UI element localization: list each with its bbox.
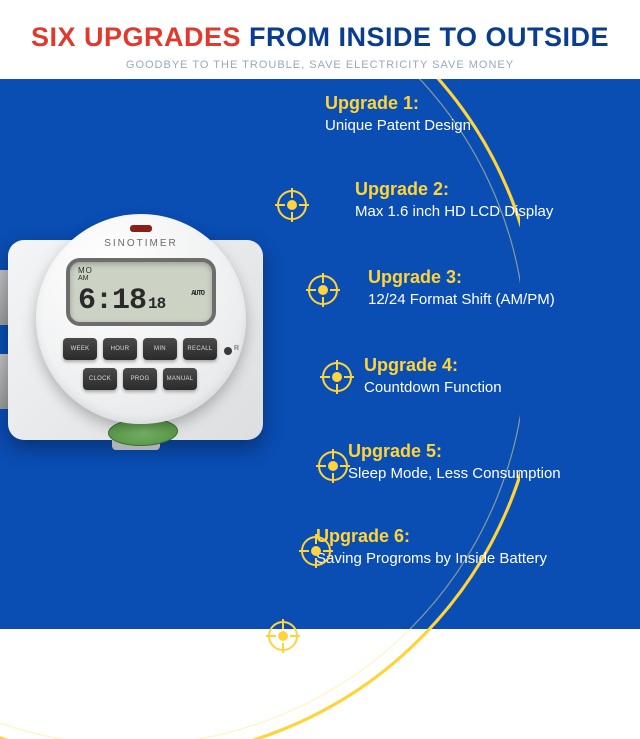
week-button[interactable]: WEEK [63, 338, 97, 360]
manual-button[interactable]: MANUAL [163, 368, 197, 390]
upgrade-desc: Unique Patent Design [325, 117, 630, 134]
main-panel: SINOTIMER MO AM 6:18 18 AUTO WEEK HOUR M… [0, 79, 640, 629]
upgrade-label: Upgrade 3: [368, 267, 630, 288]
min-button[interactable]: MIN [143, 338, 177, 360]
upgrade-label: Upgrade 6: [316, 526, 630, 547]
clock-button[interactable]: CLOCK [83, 368, 117, 390]
upgrade-label: Upgrade 5: [348, 441, 630, 462]
crosshair-icon [275, 188, 309, 222]
brand-label: SINOTIMER [36, 238, 246, 249]
upgrade-item-3: Upgrade 3: 12/24 Format Shift (AM/PM) [368, 267, 630, 308]
upgrade-desc: Saving Progroms by Inside Battery [316, 550, 630, 567]
crosshair-icon [266, 619, 300, 653]
title-red: SIX UPGRADES [31, 22, 241, 52]
lcd-time-sec: 18 [148, 295, 165, 313]
hour-button[interactable]: HOUR [103, 338, 137, 360]
subtitle: GOODBYE TO THE TROUBLE, SAVE ELECTRICITY… [0, 59, 640, 71]
crosshair-icon [320, 360, 354, 394]
title-blue: FROM INSIDE TO OUTSIDE [241, 22, 609, 52]
upgrade-label: Upgrade 2: [355, 179, 630, 200]
reset-label: R [234, 345, 239, 352]
lcd-ampm: AM [78, 275, 204, 282]
crosshair-icon [316, 449, 350, 483]
upgrade-desc: Sleep Mode, Less Consumption [348, 465, 630, 482]
upgrade-label: Upgrade 1: [325, 93, 630, 114]
upgrade-item-5: Upgrade 5: Sleep Mode, Less Consumption [348, 441, 630, 482]
page-title: SIX UPGRADES FROM INSIDE TO OUTSIDE [0, 22, 640, 53]
button-row-2: CLOCK PROG MANUAL [83, 368, 197, 390]
upgrade-item-1: Upgrade 1: Unique Patent Design [325, 93, 630, 134]
crosshair-icon [306, 273, 340, 307]
lcd-time: 6:18 18 AUTO [78, 284, 204, 318]
upgrade-label: Upgrade 4: [364, 355, 630, 376]
upgrade-desc: 12/24 Format Shift (AM/PM) [368, 291, 630, 308]
device: SINOTIMER MO AM 6:18 18 AUTO WEEK HOUR M… [8, 214, 263, 469]
status-led [130, 225, 152, 232]
header: SIX UPGRADES FROM INSIDE TO OUTSIDE GOOD… [0, 0, 640, 79]
upgrade-desc: Countdown Function [364, 379, 630, 396]
device-face: SINOTIMER MO AM 6:18 18 AUTO WEEK HOUR M… [36, 214, 246, 424]
lcd-day: MO [78, 266, 93, 275]
upgrade-item-4: Upgrade 4: Countdown Function [364, 355, 630, 396]
prog-button[interactable]: PROG [123, 368, 157, 390]
lcd-top-row: MO [78, 266, 204, 275]
lcd-time-main: 6:18 [78, 284, 146, 318]
upgrade-item-2: Upgrade 2: Max 1.6 inch HD LCD Display [355, 179, 630, 220]
lcd-mode: AUTO [191, 290, 204, 298]
upgrade-desc: Max 1.6 inch HD LCD Display [355, 203, 630, 220]
lcd-screen: MO AM 6:18 18 AUTO [66, 258, 216, 326]
reset-pinhole[interactable] [224, 347, 232, 355]
crosshair-icon [299, 534, 333, 568]
button-row-1: WEEK HOUR MIN RECALL [63, 338, 217, 360]
recall-button[interactable]: RECALL [183, 338, 217, 360]
upgrade-item-6: Upgrade 6: Saving Progroms by Inside Bat… [316, 526, 630, 567]
